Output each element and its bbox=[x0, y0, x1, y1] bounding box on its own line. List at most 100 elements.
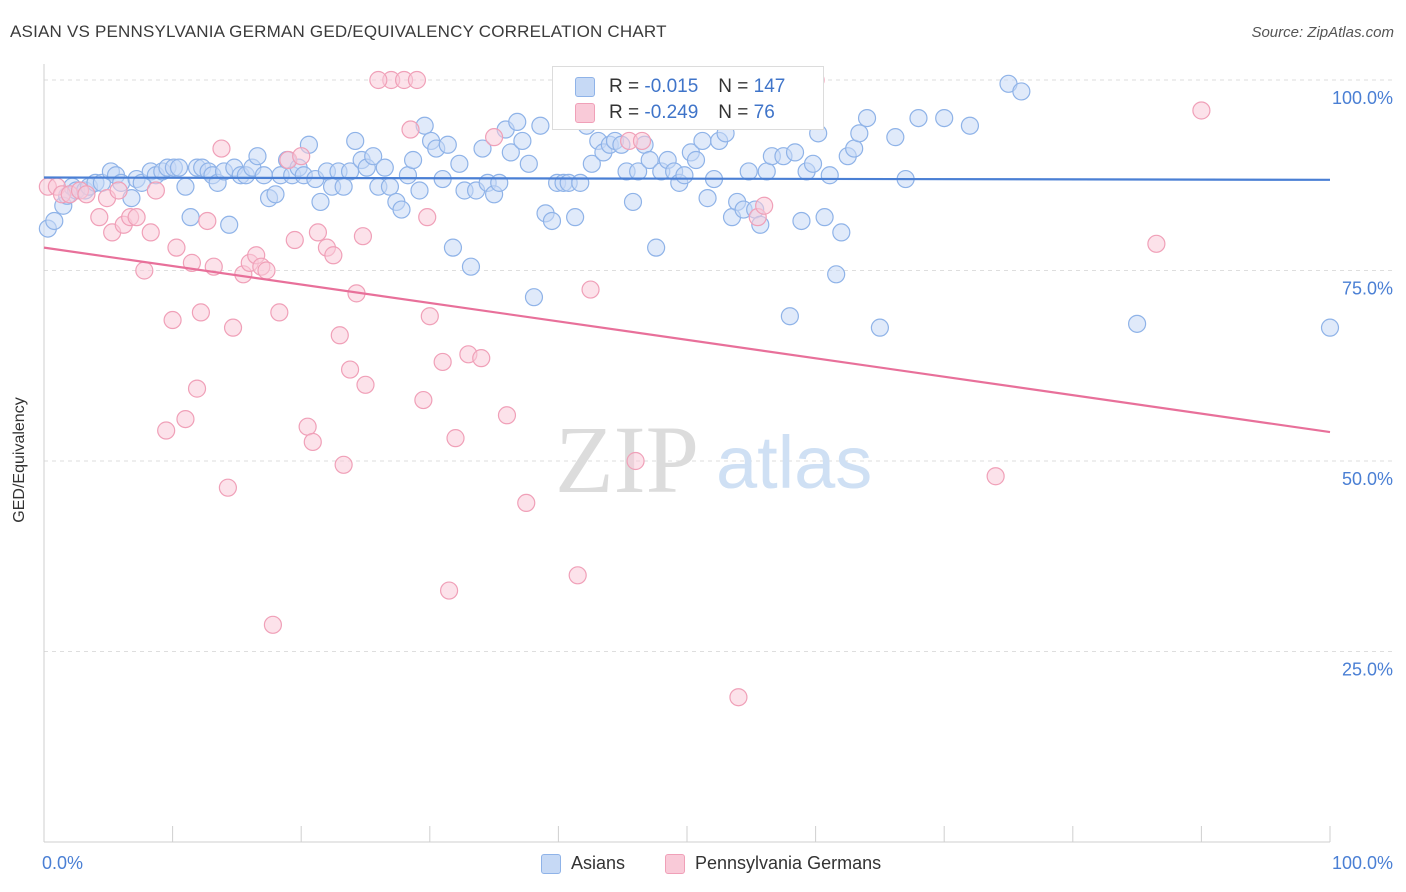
asian-data-point bbox=[1320, 318, 1340, 337]
legend-item-pennsylvania-germans[interactable]: Pennsylvania Germans bbox=[665, 853, 881, 874]
pennsylvania-german-data-point bbox=[472, 349, 491, 368]
pennsylvania-german-data-point bbox=[729, 688, 748, 707]
source-credit: Source: ZipAtlas.com bbox=[1251, 24, 1394, 41]
pennsylvania-german-data-point bbox=[446, 429, 465, 448]
x-tick-label: 100.0% bbox=[1332, 853, 1393, 873]
asian-data-point bbox=[827, 265, 846, 284]
asian-data-point bbox=[513, 131, 532, 151]
pennsylvania-german-data-point bbox=[135, 261, 154, 280]
pennsylvania-german-data-point bbox=[407, 70, 427, 90]
asian-data-point bbox=[181, 208, 200, 227]
pennsylvania-german-data-point bbox=[167, 238, 186, 257]
x-tick-label: 0.0% bbox=[42, 853, 83, 873]
legend-label-asians: Asians bbox=[571, 853, 626, 873]
legend-swatch-pennsylvania-germans bbox=[665, 853, 685, 874]
asian-data-point bbox=[629, 162, 648, 181]
pennsylvania-german-data-point bbox=[353, 227, 373, 246]
pennsylvania-german-data-point bbox=[298, 417, 317, 436]
pennsylvania-german-data-point bbox=[324, 246, 343, 265]
asian-data-point bbox=[935, 108, 954, 128]
chart-title: ASIAN VS PENNSYLVANIA GERMAN GED/EQUIVAL… bbox=[10, 22, 667, 41]
asian-data-point bbox=[398, 166, 418, 185]
asian-data-point bbox=[686, 150, 706, 170]
asian-data-point bbox=[792, 211, 811, 231]
asian-data-point bbox=[571, 173, 590, 192]
legend-label-pennsylvania-germans: Pennsylvania Germans bbox=[695, 853, 882, 873]
pennsylvania-german-data-point bbox=[176, 409, 195, 429]
asian-data-point bbox=[508, 112, 527, 132]
stats-n-label: N = bbox=[718, 76, 749, 97]
stats-swatch-pennsylvania-germans bbox=[575, 103, 595, 123]
pennsylvania-german-data-point bbox=[127, 208, 146, 227]
asian-data-point bbox=[757, 162, 776, 181]
asian-data-point bbox=[45, 211, 64, 231]
asian-data-point bbox=[410, 181, 429, 200]
pennsylvania-german-data-point bbox=[1147, 234, 1166, 253]
asian-data-point bbox=[346, 131, 365, 151]
asian-data-point bbox=[220, 215, 239, 234]
asian-data-point bbox=[623, 192, 643, 212]
asian-data-point bbox=[857, 108, 877, 128]
pennsylvania-german-data-point bbox=[146, 181, 165, 200]
y-tick-label: 75.0% bbox=[1342, 279, 1393, 299]
pennsylvania-german-data-point bbox=[270, 303, 289, 322]
pennsylvania-german-data-point bbox=[157, 421, 176, 440]
pennsylvania-german-data-point bbox=[212, 139, 231, 158]
watermark-atlas: atlas bbox=[716, 421, 872, 504]
asian-data-point bbox=[450, 154, 469, 173]
asian-data-point bbox=[542, 211, 562, 231]
asian-data-point bbox=[815, 208, 834, 227]
asian-data-point bbox=[566, 208, 585, 227]
pennsylvania-german-data-point bbox=[401, 120, 420, 139]
stats-n-value: 76 bbox=[753, 102, 775, 123]
asian-data-point bbox=[886, 128, 905, 147]
y-tick-label: 25.0% bbox=[1342, 660, 1393, 680]
pennsylvania-german-trend-line bbox=[43, 246, 1331, 434]
asian-data-point bbox=[266, 185, 285, 204]
legend-item-asians[interactable]: Asians bbox=[541, 853, 625, 874]
asian-data-point bbox=[248, 147, 267, 166]
pennsylvania-german-data-point bbox=[218, 478, 237, 497]
pennsylvania-german-data-point bbox=[141, 223, 160, 242]
pennsylvania-german-data-point bbox=[257, 261, 276, 280]
asian-data-point bbox=[524, 288, 544, 307]
pennsylvania-german-data-point bbox=[581, 280, 600, 299]
pennsylvania-german-data-point bbox=[90, 208, 109, 227]
asian-trend-line bbox=[43, 176, 1331, 181]
asian-data-point bbox=[519, 154, 538, 173]
stats-row-pennsylvania-germans: R = -0.249 N = 76 bbox=[575, 102, 775, 124]
asian-data-point bbox=[380, 177, 400, 196]
asian-data-point bbox=[364, 147, 383, 166]
stats-box: R = -0.015 N = 147 R = -0.249 N = 76 bbox=[552, 66, 824, 130]
pennsylvania-german-data-point bbox=[420, 307, 439, 326]
pennsylvania-german-data-point bbox=[369, 70, 388, 90]
pennsylvania-german-data-point bbox=[191, 303, 210, 322]
pennsylvania-german-data-point bbox=[356, 375, 375, 394]
asian-data-point bbox=[334, 177, 353, 196]
asian-data-point bbox=[693, 131, 712, 151]
y-tick-label: 50.0% bbox=[1342, 469, 1393, 489]
stats-r-value: -0.249 bbox=[644, 102, 699, 123]
pennsylvania-german-data-point bbox=[439, 581, 459, 600]
pennsylvania-german-data-point bbox=[517, 493, 536, 513]
asian-data-point bbox=[473, 139, 492, 158]
pennsylvania-german-data-point bbox=[414, 390, 433, 410]
pennsylvania-german-data-point bbox=[303, 432, 322, 452]
asian-data-point bbox=[832, 223, 851, 242]
asian-data-point bbox=[176, 177, 195, 196]
asian-data-point bbox=[739, 162, 758, 181]
asian-data-point bbox=[490, 173, 509, 192]
pennsylvania-german-data-point bbox=[626, 451, 645, 471]
stats-r-label: R = bbox=[609, 76, 640, 97]
asian-data-point bbox=[443, 238, 463, 257]
asian-data-point bbox=[640, 150, 659, 170]
asian-data-point bbox=[531, 116, 550, 135]
stats-row-asians: R = -0.015 N = 147 bbox=[575, 76, 785, 98]
asian-data-point bbox=[311, 192, 330, 212]
asian-data-point bbox=[870, 318, 890, 337]
asian-data-point bbox=[820, 166, 839, 185]
pennsylvania-german-data-point bbox=[77, 185, 96, 204]
asian-data-point bbox=[438, 135, 457, 154]
pennsylvania-german-data-point bbox=[198, 211, 217, 231]
asian-data-point bbox=[254, 166, 274, 185]
